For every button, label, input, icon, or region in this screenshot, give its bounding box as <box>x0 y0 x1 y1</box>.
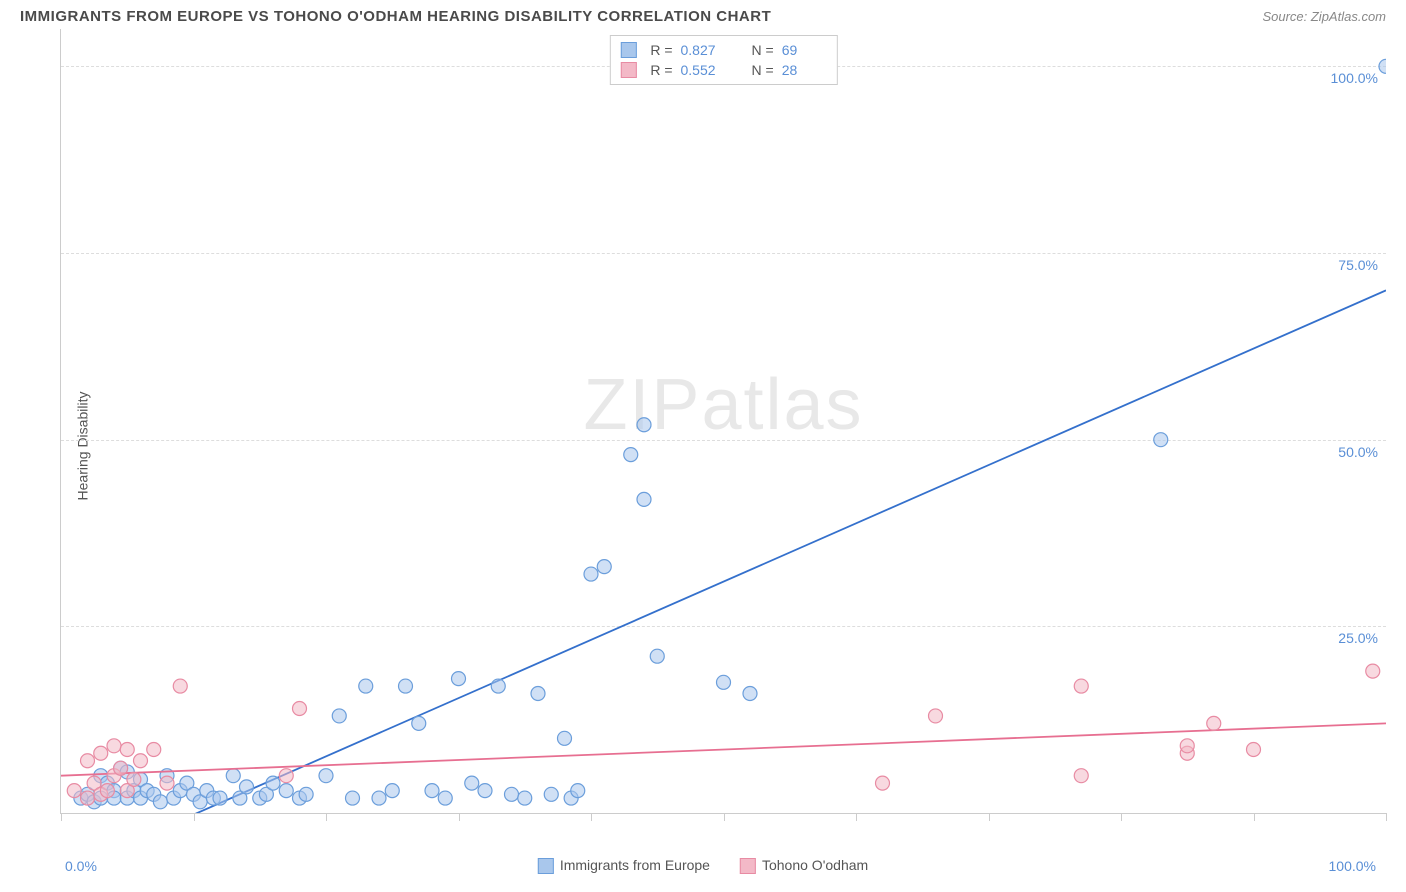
data-point <box>505 787 519 801</box>
x-tick <box>61 813 62 821</box>
x-axis-max-label: 100.0% <box>1329 858 1376 874</box>
data-point <box>597 560 611 574</box>
x-tick <box>1121 813 1122 821</box>
r-value: 0.552 <box>681 62 726 78</box>
data-point <box>372 791 386 805</box>
data-point <box>213 791 227 805</box>
x-tick <box>591 813 592 821</box>
legend-item: Immigrants from Europe <box>538 857 710 874</box>
data-point <box>465 776 479 790</box>
data-point <box>1154 433 1168 447</box>
x-axis-min-label: 0.0% <box>65 858 97 874</box>
x-tick <box>989 813 990 821</box>
x-tick <box>194 813 195 821</box>
legend-label: Tohono O'odham <box>762 857 868 873</box>
data-point <box>717 675 731 689</box>
chart-plot-area: ZIPatlas R =0.827N =69R =0.552N =28 25.0… <box>60 29 1386 814</box>
data-point <box>266 776 280 790</box>
legend-stat-row: R = 0.827 N = 69 <box>620 40 826 60</box>
data-point <box>346 791 360 805</box>
data-point <box>544 787 558 801</box>
data-point <box>153 795 167 809</box>
n-label: N = <box>752 62 774 78</box>
x-tick <box>856 813 857 821</box>
data-point <box>120 743 134 757</box>
scatter-plot-svg <box>61 29 1386 813</box>
data-point <box>518 791 532 805</box>
x-tick <box>459 813 460 821</box>
chart-title: IMMIGRANTS FROM EUROPE VS TOHONO O'ODHAM… <box>20 8 771 25</box>
data-point <box>100 784 114 798</box>
data-point <box>1074 679 1088 693</box>
x-tick <box>724 813 725 821</box>
data-point <box>478 784 492 798</box>
r-label: R = <box>650 42 672 58</box>
data-point <box>1074 769 1088 783</box>
data-point <box>743 687 757 701</box>
data-point <box>279 784 293 798</box>
data-point <box>160 776 174 790</box>
data-point <box>425 784 439 798</box>
data-point <box>1207 716 1221 730</box>
legend-swatch <box>538 858 554 874</box>
r-label: R = <box>650 62 672 78</box>
data-point <box>332 709 346 723</box>
data-point <box>929 709 943 723</box>
data-point <box>359 679 373 693</box>
data-point <box>452 672 466 686</box>
data-point <box>226 769 240 783</box>
legend-swatch <box>740 858 756 874</box>
data-point <box>584 567 598 581</box>
data-point <box>299 787 313 801</box>
legend-swatch <box>620 42 636 58</box>
data-point <box>1366 664 1380 678</box>
data-point <box>81 754 95 768</box>
data-point <box>293 701 307 715</box>
data-point <box>114 761 128 775</box>
data-point <box>571 784 585 798</box>
legend-label: Immigrants from Europe <box>560 857 710 873</box>
data-point <box>876 776 890 790</box>
data-point <box>107 739 121 753</box>
x-tick <box>1386 813 1387 821</box>
x-tick <box>1254 813 1255 821</box>
data-point <box>134 754 148 768</box>
data-point <box>531 687 545 701</box>
data-point <box>319 769 333 783</box>
data-point <box>81 791 95 805</box>
data-point <box>624 448 638 462</box>
data-point <box>1180 739 1194 753</box>
trend-line <box>180 290 1386 813</box>
data-point <box>279 769 293 783</box>
data-point <box>385 784 399 798</box>
n-label: N = <box>752 42 774 58</box>
data-point <box>94 746 108 760</box>
x-tick <box>326 813 327 821</box>
data-point <box>67 784 81 798</box>
data-point <box>650 649 664 663</box>
data-point <box>637 418 651 432</box>
legend-swatch <box>620 62 636 78</box>
data-point <box>558 731 572 745</box>
data-point <box>637 492 651 506</box>
legend-stat-row: R = 0.552 N = 28 <box>620 60 826 80</box>
r-value: 0.827 <box>681 42 726 58</box>
legend-item: Tohono O'odham <box>740 857 868 874</box>
source-attribution: Source: ZipAtlas.com <box>1262 9 1386 24</box>
data-point <box>438 791 452 805</box>
n-value: 69 <box>782 42 827 58</box>
data-point <box>173 679 187 693</box>
data-point <box>240 780 254 794</box>
data-point <box>399 679 413 693</box>
data-point <box>127 772 141 786</box>
data-point <box>1379 59 1386 73</box>
data-point <box>412 716 426 730</box>
data-point <box>1247 743 1261 757</box>
data-point <box>147 743 161 757</box>
n-value: 28 <box>782 62 827 78</box>
series-legend: Immigrants from Europe Tohono O'odham <box>538 857 868 874</box>
correlation-legend: R = 0.827 N = 69 R = 0.552 N = 28 <box>609 35 837 85</box>
data-point <box>491 679 505 693</box>
